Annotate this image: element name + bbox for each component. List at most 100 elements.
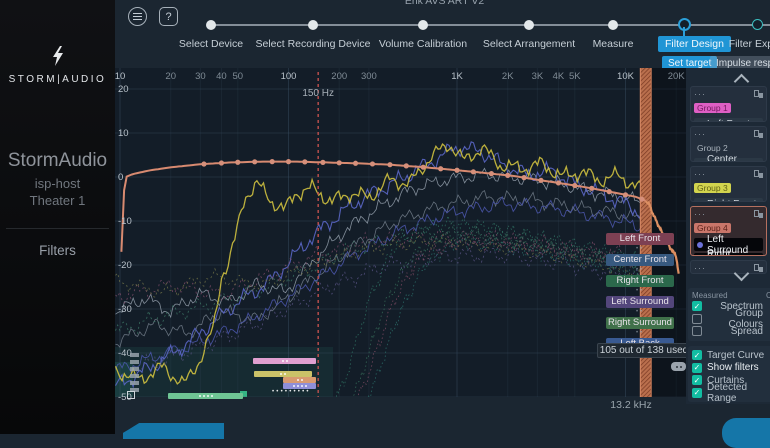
collapse-handle[interactable] [671,362,686,371]
step-dot-7[interactable] [751,19,763,30]
step-label-4[interactable]: Select Arrangement [482,38,576,50]
group-card-header: ··· [694,209,763,218]
channel-row-left-surround[interactable]: Left Surround [694,234,763,255]
channel-ring-icon [697,162,703,163]
range-handle[interactable] [127,391,135,399]
group-menu-button[interactable]: ··· [694,262,706,273]
back-button[interactable] [123,423,224,439]
step-label-5[interactable]: Measure [592,38,634,50]
checkbox-checked-icon[interactable]: ✓ [692,387,702,398]
step-dot-4[interactable] [524,20,534,30]
checkbox-checked-icon[interactable]: ✓ [692,350,702,361]
checkbox-unchecked-icon[interactable] [692,313,702,324]
step-stem [683,27,685,37]
y-tick--10: -10 [118,216,132,227]
channel-chip-center-front[interactable]: Center Front [606,254,674,266]
x-tick-2K: 2K [501,71,514,82]
group-config-icon[interactable] [754,263,763,272]
group-config-icon[interactable] [754,89,763,98]
group-card-5[interactable]: ··· [690,260,767,274]
proceed-button[interactable] [722,418,770,448]
channel-label: Right Front [707,199,756,201]
product-name: StormAudio [7,150,108,171]
theater-name: Theater 1 [29,193,86,208]
sidebar: STORM|AUDIO StormAudio isp-host Theater … [0,0,115,434]
group-menu-button[interactable]: ··· [694,168,706,179]
channel-chip-left-surround[interactable]: Left Surround [606,296,674,308]
channel-chip-left-front[interactable]: Left Front [606,233,674,245]
view-row-target-curve[interactable]: ✓ Target Curve [692,349,770,362]
view-row-curtains[interactable]: ✓ Curtains [692,374,770,387]
step-dot-1[interactable] [206,20,216,30]
step-dot-5[interactable] [608,20,618,30]
menu-button[interactable] [128,7,147,26]
curve-handle[interactable] [130,360,139,364]
view-row-detected-range[interactable]: ✓ Detected Range [692,382,770,404]
x-tick-4K: 4K [552,71,565,82]
channel-ring-icon [697,202,703,203]
frequency-response-chart[interactable]: 10 20 30 40 50 100 200 300 1K 2K 3K 4K 5K 10K 20K 20 10… [115,68,691,403]
group-config-icon[interactable] [754,169,763,178]
group-name: Group 4 [694,223,731,233]
view-row-spectrum[interactable]: ✓ Spectrum [692,300,770,313]
step-label-3[interactable]: Volume Calibration [378,38,468,50]
channel-row-right-front[interactable]: Right Front [694,198,763,203]
channel-row-center-front[interactable]: Center Front [694,154,763,163]
chip-handle-dots: •• [636,267,645,273]
filter-bar-2[interactable] [254,371,312,377]
curve-handle[interactable] [130,381,139,385]
filter-bar-5[interactable] [168,393,243,399]
curve-handle[interactable] [130,374,139,378]
x-tick-50: 50 [232,71,244,82]
group-card-3[interactable]: ··· Group 3 Right Front [690,166,767,202]
group-config-icon[interactable] [754,129,763,138]
filter-bar-4[interactable] [283,383,316,389]
curve-handle[interactable] [130,353,139,357]
step-label-1[interactable]: Select Device [178,38,244,50]
subtab-set-target[interactable]: Set target [662,56,718,71]
subtab-impulse-response[interactable]: Impulse response [710,56,770,71]
bolt-icon [52,46,63,66]
curve-handle[interactable] [130,388,139,392]
group-menu-button[interactable]: ··· [694,88,706,99]
view-row-spread[interactable]: Spread [692,325,770,338]
crossover-label[interactable]: 150 Hz [302,88,334,99]
curve-handle[interactable] [130,367,139,371]
measured-header: Measured C [692,291,770,300]
group-card-1[interactable]: ··· Group 1 Left Front [690,86,767,122]
measured-view-panel: Measured C ✓ Spectrum Group Colours Spread [688,288,770,341]
y-tick-10: 10 [118,128,129,139]
view-row-label: Target Curve [707,349,765,361]
overlays-view-panel: ✓ Target Curve ✓ Show filters ✓ Curtains ✓ Dete… [688,346,770,404]
group-menu-button[interactable]: ··· [694,208,706,219]
checkbox-checked-icon[interactable]: ✓ [692,362,702,373]
checkbox-checked-icon[interactable]: ✓ [692,375,702,386]
x-tick-100: 100 [280,71,297,82]
group-menu-button[interactable]: ··· [694,128,706,139]
step-label-6[interactable]: Filter Design [658,36,731,52]
filter-bar-3[interactable] [283,377,316,383]
channel-label: Right Surround [707,248,731,256]
channel-row-left-front[interactable]: Left Front [694,118,763,121]
channel-row-right-surround[interactable]: Right Surround [694,249,763,255]
sidebar-item-filters[interactable]: Filters [39,243,76,258]
step-dot-3[interactable] [418,20,428,30]
x-tick-30: 30 [195,71,206,82]
checkbox-unchecked-icon[interactable] [692,326,702,337]
group-config-icon[interactable] [754,209,763,218]
x-tick-10K: 10K [617,71,634,82]
group-card-header: ··· [694,169,763,178]
step-label-2[interactable]: Select Recording Device [255,38,371,50]
checkbox-checked-icon[interactable]: ✓ [692,301,702,312]
channel-chip-right-front[interactable]: Right Front [606,275,674,287]
step-label-7[interactable]: Filter Export [728,38,770,50]
view-row-group-colours[interactable]: Group Colours [692,308,770,330]
step-dot-2[interactable] [308,20,318,30]
help-button[interactable]: ? [159,7,178,26]
filter-bar-1[interactable] [253,358,316,364]
channel-chip-right-surround[interactable]: Right Surround [606,317,674,329]
view-row-show-filters[interactable]: ✓ Show filters [692,362,770,375]
